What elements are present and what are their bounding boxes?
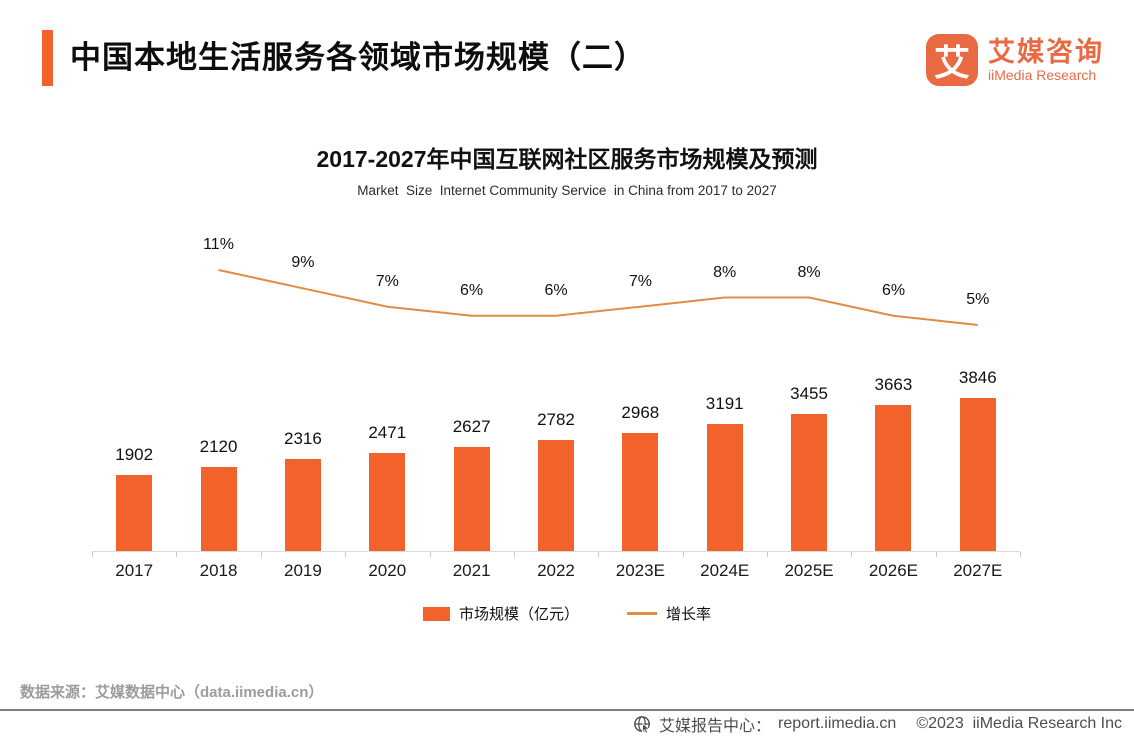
- bar-column: 3191: [683, 394, 767, 551]
- bar-value-label: 3191: [705, 394, 744, 414]
- logo-text: 艾媒咨询 iiMedia Research: [988, 37, 1104, 84]
- growth-rate-label: 6%: [881, 281, 906, 299]
- legend: 市场规模（亿元） 增长率: [0, 603, 1134, 624]
- x-axis-label: 2025E: [784, 561, 834, 580]
- line-legend-swatch-icon: [627, 612, 657, 615]
- bar-column: 2968: [598, 403, 682, 551]
- growth-rate-line: [218, 269, 978, 326]
- growth-rate-label: 9%: [291, 254, 315, 272]
- bar-column: 2120: [176, 437, 260, 551]
- bar-value-label: 3846: [958, 368, 997, 387]
- x-axis-label: 2026E: [868, 561, 918, 580]
- footer-report-center-label: 艾媒报告中心：: [659, 718, 772, 735]
- bar-value-label: 2782: [537, 410, 575, 430]
- axis-tick: [176, 552, 178, 557]
- bar-value-label: 2316: [283, 428, 322, 448]
- chart-subtitle: Market Size Internet Community Service i…: [357, 183, 777, 198]
- footer-copyright: ©2023 iiMedia Research Inc: [916, 715, 1122, 732]
- axis-tick: [598, 552, 600, 557]
- growth-rate-label: 7%: [375, 272, 399, 290]
- x-axis-label: 2018: [199, 561, 238, 580]
- growth-rate-label: 5%: [966, 291, 990, 308]
- legend-item-growth-rate: 增长率: [627, 603, 711, 624]
- header-title-group: 中国本地生活服务各领域市场规模（二）: [42, 30, 646, 86]
- footer: 艾媒报告中心： report.iimedia.cn ©2023 iiMedia …: [0, 709, 1134, 737]
- iimedia-logo-icon: 艾: [926, 34, 978, 86]
- bar-column: 2316: [261, 429, 345, 551]
- growth-rate-label: 6%: [460, 281, 484, 299]
- legend-label-growth-rate: 增长率: [666, 606, 712, 623]
- growth-rate-label: 8%: [797, 263, 821, 281]
- title-accent-bar: [42, 30, 53, 86]
- bar: [791, 413, 828, 551]
- legend-label-market-size: 市场规模（亿元）: [458, 606, 579, 623]
- bar-column: 2627: [429, 416, 513, 551]
- growth-rate-label: 7%: [628, 272, 652, 290]
- bar-value-label: 2968: [621, 402, 660, 422]
- bar-value-label: 3455: [790, 383, 828, 403]
- axis-tick: [345, 552, 347, 557]
- bar-column: 1902: [92, 445, 176, 551]
- data-source-note: 数据来源：艾媒数据中心（data.iimedia.cn）: [20, 684, 324, 701]
- axis-tick: [513, 552, 515, 557]
- bar-column: 3663: [851, 375, 935, 551]
- x-axis-label: 2027E: [953, 561, 1003, 580]
- x-axis-label: 2017: [115, 561, 154, 580]
- globe-cursor-icon: [634, 715, 651, 734]
- axis-tick: [92, 552, 93, 557]
- chart-title: 2017-2027年中国互联网社区服务市场规模及预测: [316, 146, 818, 172]
- bar: [200, 466, 237, 551]
- axis-tick: [935, 552, 937, 557]
- bar-legend-swatch-icon: [422, 606, 450, 621]
- plot-area: 1902 2120 2316 2471 2627 2782 2968 3191 3455 3663…: [92, 228, 1020, 551]
- x-axis-label: 2021: [452, 561, 491, 580]
- axis-tick: [429, 552, 431, 557]
- logo-name-cn: 艾媒咨询: [988, 36, 1104, 67]
- iimedia-logo: 艾 艾媒咨询 iiMedia Research: [926, 34, 1104, 86]
- bar-column: 2471: [345, 423, 429, 551]
- bar-value-label: 3663: [874, 375, 913, 395]
- bar-value-label: 2471: [368, 422, 407, 442]
- logo-name-en: iiMedia Research: [988, 66, 1097, 83]
- page-title: 中国本地生活服务各领域市场规模（二）: [70, 40, 646, 75]
- legend-item-market-size: 市场规模（亿元）: [422, 603, 579, 624]
- bar: [875, 405, 912, 551]
- bar: [284, 458, 321, 551]
- axis-tick: [766, 552, 768, 557]
- x-axis-label: 2020: [368, 561, 407, 580]
- bar: [453, 446, 490, 551]
- axis-tick: [682, 552, 684, 557]
- x-axis-label: 2024E: [700, 561, 750, 580]
- chart-block: 2017-2027年中国互联网社区服务市场规模及预测 Market Size I…: [0, 140, 1134, 624]
- bar-column: 3455: [767, 384, 851, 551]
- axis-tick: [1020, 552, 1021, 557]
- bar-value-label: 2627: [452, 416, 491, 436]
- growth-rate-label: 8%: [713, 263, 737, 281]
- bar: [116, 475, 153, 551]
- header: 中国本地生活服务各领域市场规模（二） 艾 艾媒咨询 iiMedia Resear…: [42, 30, 1104, 86]
- bar-series: 1902 2120 2316 2471 2627 2782 2968 3191 3455 3663…: [92, 368, 1020, 551]
- x-axis-label: 2019: [283, 561, 322, 580]
- x-axis-label: 2023E: [615, 561, 665, 580]
- axis-tick: [851, 552, 853, 557]
- bar: [537, 440, 574, 551]
- x-axis: 2017 2018 2019 2020 2021 2022 2023E 2024E 2025E 2…: [92, 551, 1021, 581]
- x-axis-label: 2022: [537, 561, 575, 580]
- footer-report-url: report.iimedia.cn: [778, 715, 897, 732]
- bar-value-label: 2120: [199, 436, 238, 456]
- bar-column: 3846: [936, 368, 1020, 551]
- axis-tick: [260, 552, 262, 557]
- growth-rate-label: 6%: [544, 281, 568, 299]
- bar-column: 2782: [514, 410, 598, 551]
- bar-value-label: 1902: [115, 445, 154, 465]
- growth-rate-label: 11%: [203, 236, 234, 253]
- bar: [959, 398, 996, 551]
- bar: [369, 452, 406, 551]
- bar: [706, 424, 743, 551]
- bar: [622, 432, 659, 551]
